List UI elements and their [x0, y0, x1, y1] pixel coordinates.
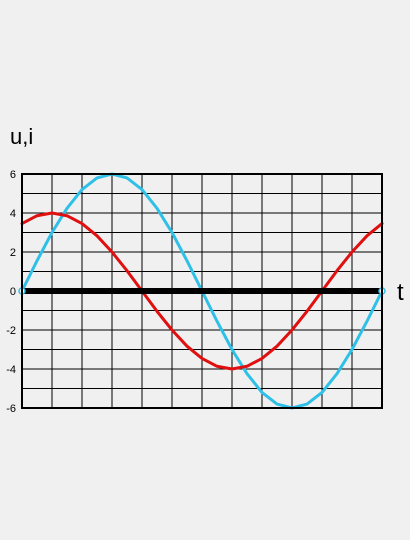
y-axis-label: u,i — [10, 124, 33, 149]
y-tick-label: 6 — [10, 169, 16, 181]
y-tick-label: 2 — [10, 247, 16, 259]
x-axis-label: t — [397, 279, 404, 306]
plot-frame-group — [21, 173, 383, 409]
y-tick-label: -6 — [6, 403, 16, 415]
y-tick-label: 4 — [10, 208, 16, 220]
plot-frame — [21, 173, 383, 409]
zero-axis-group — [18, 287, 386, 295]
y-tick-label: 0 — [10, 286, 16, 298]
y-tick-label: -2 — [6, 325, 16, 337]
grid — [22, 174, 382, 408]
y-tick-label: -4 — [6, 364, 16, 376]
y-tick-labels: 6 4 2 0 -2 -4 -6 — [6, 169, 16, 415]
